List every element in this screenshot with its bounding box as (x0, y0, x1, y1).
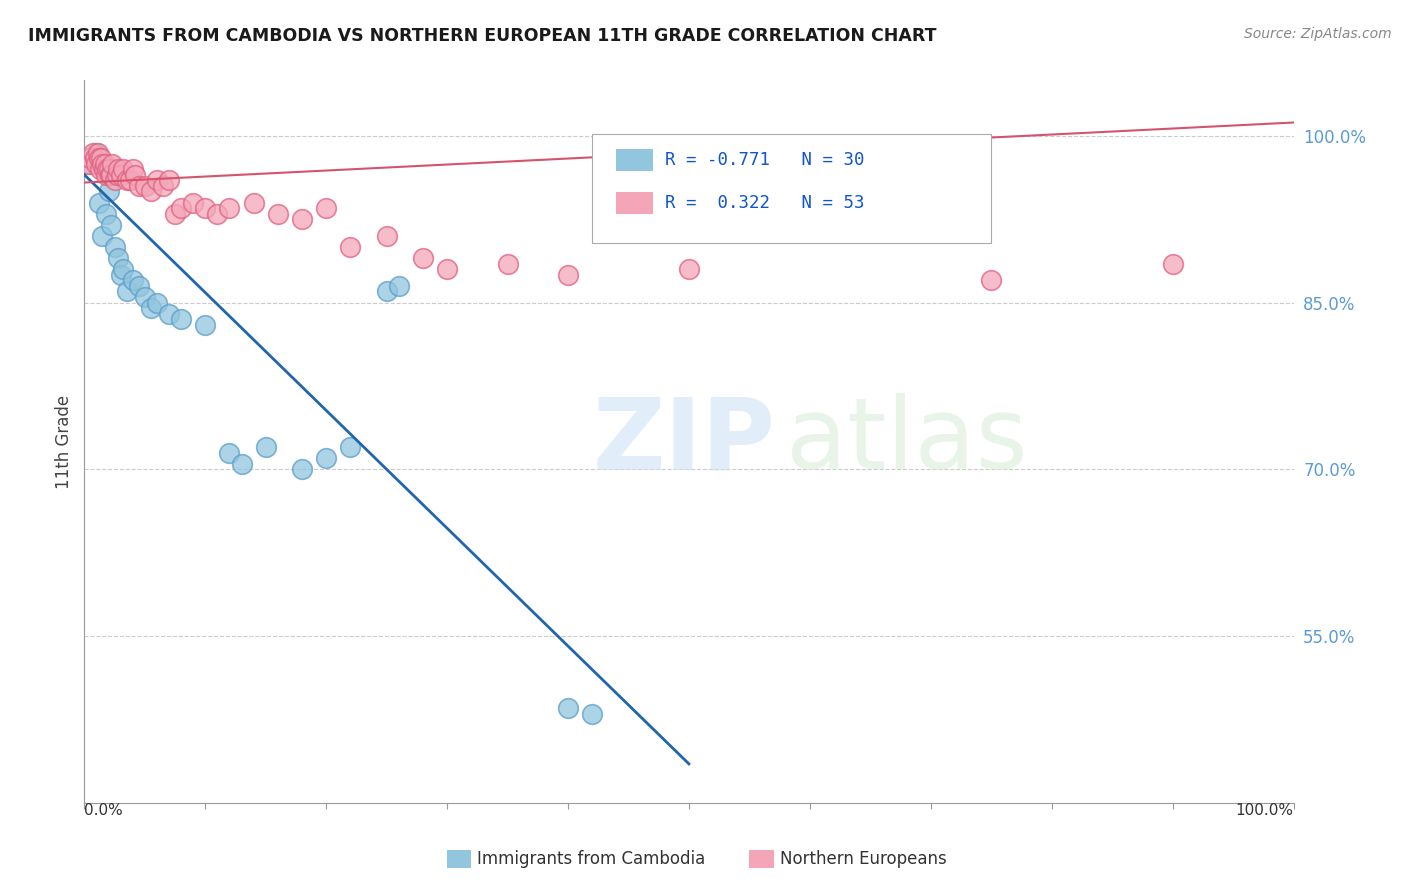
Point (86, 145, 108, 160)
Point (1161, 257, 1184, 271)
Point (121, 273, 143, 287)
Point (105, 168, 128, 182)
Point (207, 207, 229, 221)
Point (291, 212, 314, 227)
Point (678, 262, 700, 277)
Point (242, 195, 264, 210)
Point (339, 240, 361, 254)
Point (388, 279, 411, 293)
Point (96, 162, 118, 177)
Point (139, 185, 162, 199)
Point (91, 156, 114, 170)
Text: R = -0.771   N = 30: R = -0.771 N = 30 (665, 151, 865, 169)
Point (412, 251, 434, 265)
Point (100, 218, 122, 232)
FancyBboxPatch shape (592, 135, 991, 243)
Point (146, 295, 169, 310)
Point (496, 257, 519, 271)
Point (112, 162, 135, 177)
Point (104, 173, 127, 187)
Point (86, 145, 108, 160)
Text: Source: ZipAtlas.com: Source: ZipAtlas.com (1244, 27, 1392, 41)
Point (100, 168, 122, 182)
Point (94, 207, 117, 221)
Point (157, 173, 180, 187)
Text: atlas: atlas (786, 393, 1028, 490)
Point (375, 228, 398, 243)
Point (98, 168, 121, 182)
Point (94, 156, 117, 170)
Point (339, 440, 361, 454)
Point (134, 178, 156, 193)
Point (82, 145, 104, 160)
Point (194, 201, 217, 215)
Point (124, 168, 146, 182)
Point (112, 262, 135, 277)
Point (557, 268, 579, 282)
Text: 0.0%: 0.0% (84, 803, 124, 818)
Point (115, 285, 138, 299)
Text: ZIP: ZIP (592, 393, 775, 490)
Point (254, 440, 277, 454)
Point (231, 457, 253, 471)
Point (94, 168, 117, 182)
Bar (616, 193, 652, 214)
Point (101, 156, 124, 170)
Point (194, 318, 217, 332)
Point (97, 162, 120, 177)
Text: IMMIGRANTS FROM CAMBODIA VS NORTHERN EUROPEAN 11TH GRADE CORRELATION CHART: IMMIGRANTS FROM CAMBODIA VS NORTHERN EUR… (28, 27, 936, 45)
Point (146, 173, 169, 187)
Y-axis label: 11th Grade: 11th Grade (55, 394, 73, 489)
Point (121, 162, 143, 177)
Point (104, 240, 127, 254)
Point (87, 151, 110, 165)
Text: 100.0%: 100.0% (1236, 803, 1294, 818)
Point (110, 268, 132, 282)
Point (128, 178, 150, 193)
Point (315, 201, 337, 215)
Point (87, 195, 110, 210)
Point (152, 178, 174, 193)
Point (84, 151, 107, 165)
Point (97, 185, 120, 199)
Point (581, 706, 603, 721)
Bar (749, 850, 773, 868)
Text: Immigrants from Cambodia: Immigrants from Cambodia (478, 850, 706, 868)
Point (110, 168, 132, 182)
Point (315, 451, 337, 466)
Point (107, 251, 129, 265)
Point (557, 701, 579, 715)
Point (79, 151, 101, 165)
Point (93, 162, 115, 177)
Point (218, 445, 240, 459)
Point (980, 273, 1002, 287)
Point (170, 312, 193, 326)
Text: R =  0.322   N = 53: R = 0.322 N = 53 (665, 194, 865, 212)
Text: Northern Europeans: Northern Europeans (780, 850, 946, 868)
Point (157, 307, 180, 321)
Bar (616, 149, 652, 170)
Bar (447, 850, 471, 868)
Point (823, 168, 845, 182)
Point (91, 228, 114, 243)
Point (170, 201, 193, 215)
Point (267, 207, 290, 221)
Point (120, 173, 142, 187)
Point (79, 156, 101, 170)
Point (218, 201, 240, 215)
Point (115, 173, 138, 187)
Point (436, 262, 458, 277)
Point (89, 162, 111, 177)
Point (139, 301, 162, 315)
Point (134, 290, 156, 304)
Point (165, 207, 187, 221)
Point (181, 195, 204, 210)
Point (90, 151, 112, 165)
Point (107, 162, 129, 177)
Point (77, 156, 100, 170)
Point (375, 285, 398, 299)
Point (86, 156, 108, 170)
Point (291, 462, 314, 476)
Point (128, 279, 150, 293)
